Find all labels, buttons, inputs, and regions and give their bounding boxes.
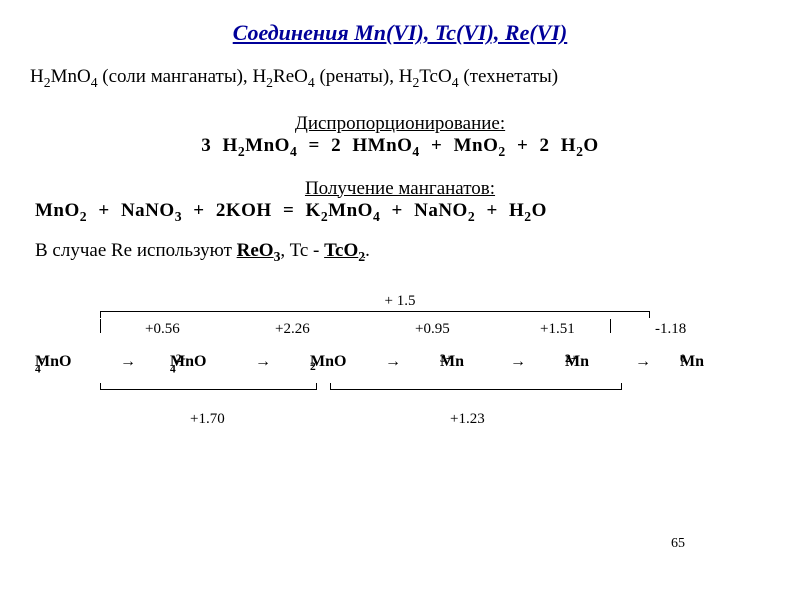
- arrow-icon: →: [255, 353, 271, 371]
- bottom-pot-1: +1.70: [190, 411, 225, 428]
- species-6: Mn0: [680, 353, 686, 373]
- intro-line: H2MnO4 (соли манганаты), H2ReO4 (ренаты)…: [30, 66, 770, 91]
- pot-4: +1.51: [540, 321, 575, 338]
- species-4: Mn3+: [440, 353, 452, 373]
- pot-5: -1.18: [655, 321, 686, 338]
- latimer-diagram: + 1.5 +0.56 +2.26 +0.95 +1.51 -1.18 MnO4…: [30, 293, 770, 431]
- bottom-pot-2: +1.23: [450, 411, 485, 428]
- bottom-bracket-2: [330, 383, 622, 390]
- arrow-icon: →: [635, 353, 651, 371]
- pot-2: +2.26: [275, 321, 310, 338]
- species-5: Mn2+: [565, 353, 577, 373]
- top-bracket: [100, 311, 650, 318]
- manganate-equation: MnO2 + NaNO3 + 2KOH = K2MnO4 + NaNO2 + H…: [30, 200, 770, 225]
- top-potential: + 1.5: [385, 293, 416, 310]
- dispro-title: Диспропорционирование:: [30, 113, 770, 135]
- species-2: MnO42-: [170, 353, 185, 376]
- species-1: MnO4-: [35, 353, 45, 376]
- pot-3: +0.95: [415, 321, 450, 338]
- manganate-title: Получение манганатов:: [30, 178, 770, 200]
- bottom-bracket-1: [100, 383, 317, 390]
- arrow-icon: →: [120, 353, 136, 371]
- arrow-icon: →: [385, 353, 401, 371]
- species-3: MnO2: [310, 353, 316, 373]
- page-title: Соединения Mn(VI), Tc(VI), Re(VI): [30, 20, 770, 46]
- dispro-equation: 3 H2MnO4 = 2 HMnO4 + MnO2 + 2 H2O: [30, 135, 770, 160]
- re-tc-line: В случае Re используют ReO3, Tc - TcO2.: [30, 240, 770, 265]
- pot-1: +0.56: [145, 321, 180, 338]
- arrow-icon: →: [510, 353, 526, 371]
- page-number: 65: [671, 536, 685, 552]
